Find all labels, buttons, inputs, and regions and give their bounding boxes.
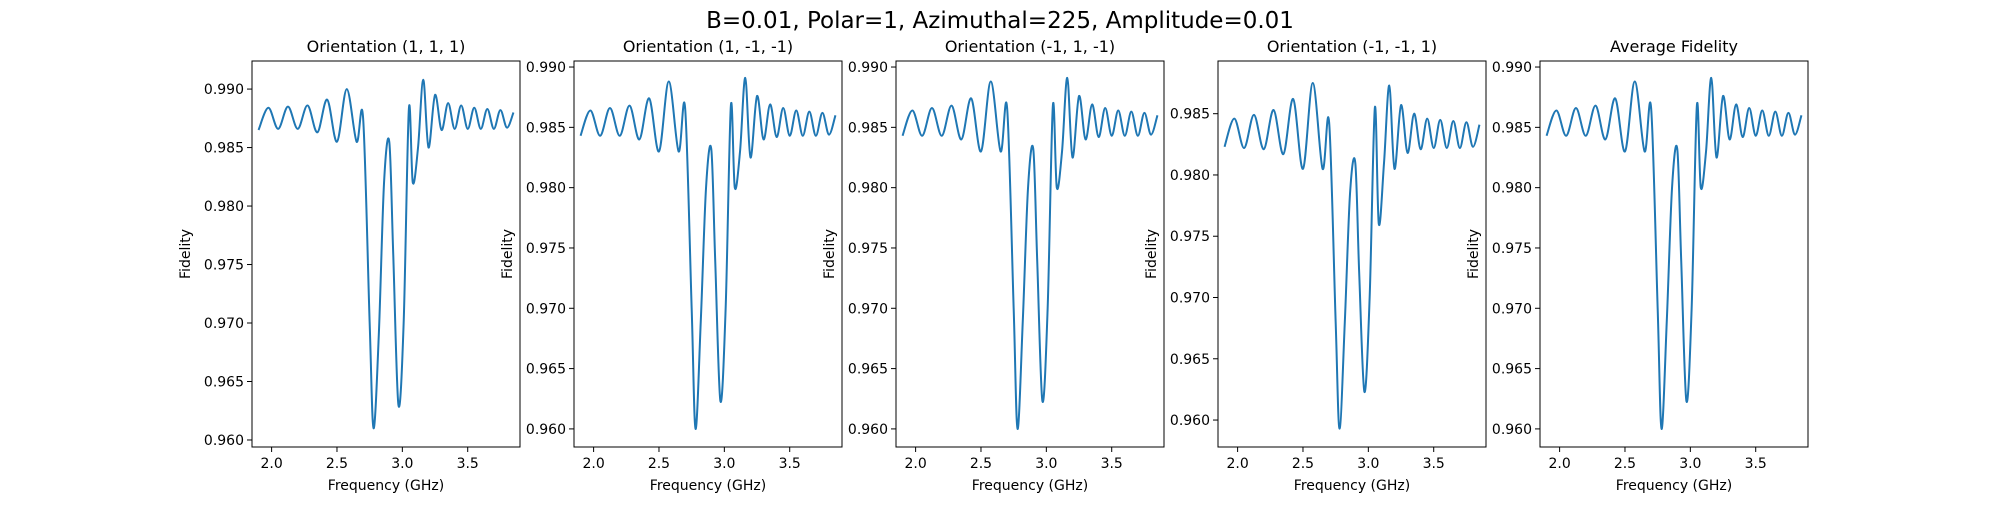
y-tick-label: 0.990 [848, 60, 888, 76]
x-tick-label: 3.0 [1357, 456, 1379, 472]
x-tick-label: 2.0 [904, 456, 926, 472]
series-line [901, 76, 1159, 430]
x-tick-label: 3.5 [779, 456, 801, 472]
series-line [579, 76, 837, 430]
y-axis-label: Fidelity [1466, 229, 1482, 279]
y-tick-label: 0.960 [1492, 422, 1532, 438]
y-tick-label: 0.985 [526, 120, 566, 136]
x-axis-label: Frequency (GHz) [650, 478, 766, 494]
axes-frame [251, 60, 521, 448]
figure-suptitle: B=0.01, Polar=1, Azimuthal=225, Amplitud… [706, 8, 1294, 34]
axes-frame [895, 60, 1165, 448]
y-tick-label: 0.965 [848, 362, 888, 378]
y-tick-label: 0.990 [204, 82, 244, 98]
y-tick-label: 0.980 [848, 181, 888, 197]
series-line [1223, 82, 1481, 430]
x-tick-label: 2.0 [260, 456, 282, 472]
y-tick-label: 0.970 [848, 301, 888, 317]
y-tick-label: 0.965 [1492, 362, 1532, 378]
panel-4: Orientation (-1, -1, 1) 2.0 2.5 3.0 3.5 0.960… [1144, 37, 1487, 494]
y-tick-label: 0.960 [526, 422, 566, 438]
y-tick-label: 0.960 [204, 433, 244, 449]
y-tick-label: 0.970 [1492, 301, 1532, 317]
y-axis-label: Fidelity [1144, 229, 1160, 279]
panel-3: Orientation (-1, 1, -1) 2.0 2.5 3.0 3.5 0.960… [822, 37, 1165, 494]
y-axis-label: Fidelity [822, 229, 838, 279]
panels-group: Orientation (1, 1, 1) 2.0 2.5 3.0 3.5 0.960 0.… [178, 37, 1809, 494]
y-tick-label: 0.990 [1492, 60, 1532, 76]
x-tick-label: 2.5 [1292, 456, 1314, 472]
y-tick-label: 0.975 [526, 241, 566, 257]
axes-frame [1217, 60, 1487, 448]
x-axis-label: Frequency (GHz) [1294, 478, 1410, 494]
series-line [1545, 76, 1803, 430]
y-tick-label: 0.965 [1170, 352, 1210, 368]
panel-5: Average Fidelity 2.0 2.5 3.0 3.5 0.960 0.965 0.… [1466, 37, 1809, 494]
panel-title: Orientation (-1, -1, 1) [1267, 37, 1437, 56]
x-tick-label: 2.0 [1226, 456, 1248, 472]
x-axis-label: Frequency (GHz) [1616, 478, 1732, 494]
y-tick-label: 0.980 [526, 181, 566, 197]
y-tick-label: 0.985 [1492, 120, 1532, 136]
y-tick-label: 0.965 [204, 374, 244, 390]
x-tick-label: 3.5 [1745, 456, 1767, 472]
panel-2: Orientation (1, -1, -1) 2.0 2.5 3.0 3.5 0.960… [500, 37, 843, 494]
axes-frame [573, 60, 843, 448]
axes-frame [1539, 60, 1809, 448]
x-tick-label: 2.5 [648, 456, 670, 472]
y-tick-label: 0.960 [1170, 413, 1210, 429]
y-tick-label: 0.980 [1170, 168, 1210, 184]
y-tick-label: 0.975 [848, 241, 888, 257]
panel-1: Orientation (1, 1, 1) 2.0 2.5 3.0 3.5 0.960 0.… [178, 37, 521, 494]
panel-title: Orientation (1, 1, 1) [307, 37, 466, 56]
x-tick-label: 2.0 [582, 456, 604, 472]
y-axis-label: Fidelity [178, 229, 194, 279]
x-tick-label: 2.5 [326, 456, 348, 472]
x-axis-label: Frequency (GHz) [972, 478, 1088, 494]
series-line [257, 78, 515, 430]
y-tick-label: 0.980 [1492, 181, 1532, 197]
y-tick-label: 0.960 [848, 422, 888, 438]
x-tick-label: 3.0 [713, 456, 735, 472]
x-tick-label: 3.0 [1679, 456, 1701, 472]
y-tick-label: 0.975 [1170, 229, 1210, 245]
panel-title: Orientation (-1, 1, -1) [945, 37, 1115, 56]
x-tick-label: 2.5 [1614, 456, 1636, 472]
panel-title: Orientation (1, -1, -1) [623, 37, 793, 56]
y-tick-label: 0.985 [204, 141, 244, 157]
y-tick-label: 0.970 [204, 316, 244, 332]
panel-title: Average Fidelity [1610, 37, 1738, 56]
y-tick-label: 0.970 [1170, 291, 1210, 307]
y-tick-label: 0.970 [526, 301, 566, 317]
x-axis-label: Frequency (GHz) [328, 478, 444, 494]
x-tick-label: 3.0 [391, 456, 413, 472]
y-tick-label: 0.975 [1492, 241, 1532, 257]
y-tick-label: 0.980 [204, 199, 244, 215]
y-tick-label: 0.990 [526, 60, 566, 76]
x-tick-label: 2.5 [970, 456, 992, 472]
x-tick-label: 2.0 [1548, 456, 1570, 472]
y-tick-label: 0.985 [1170, 107, 1210, 123]
x-tick-label: 3.5 [457, 456, 479, 472]
x-tick-label: 3.0 [1035, 456, 1057, 472]
y-tick-label: 0.965 [526, 362, 566, 378]
y-tick-label: 0.975 [204, 258, 244, 274]
y-axis-label: Fidelity [500, 229, 516, 279]
x-tick-label: 3.5 [1101, 456, 1123, 472]
x-tick-label: 3.5 [1423, 456, 1445, 472]
y-tick-label: 0.985 [848, 120, 888, 136]
